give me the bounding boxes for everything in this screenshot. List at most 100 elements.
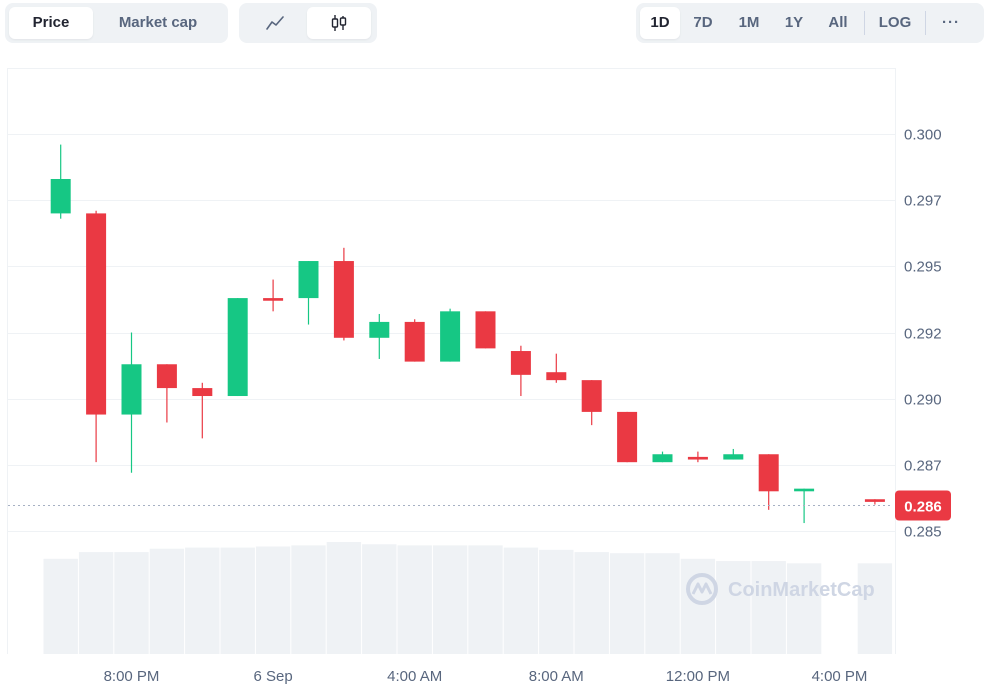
candlestick-icon [331,15,347,31]
y-tick-label: 0.297 [904,193,942,210]
log-scale-button[interactable]: LOG [878,14,912,31]
candle-body [121,364,142,415]
candle-down[interactable] [86,210,107,463]
current-price-label: 0.286 [904,499,942,516]
volume-bar [78,552,114,654]
volume-bar [291,545,326,654]
candle-body [581,380,602,412]
volume-bar [503,547,539,654]
range-1y[interactable]: 1Y [784,14,804,31]
candle-up[interactable] [227,298,248,397]
candle-down[interactable] [864,499,885,505]
candlestick-button[interactable] [307,7,371,39]
volume-bar [149,548,185,654]
x-tick-label: 4:00 PM [812,668,868,685]
candle-down[interactable] [475,311,496,349]
candle-up[interactable] [121,332,142,473]
volume-bar [751,561,786,654]
candle-body [86,213,107,415]
x-tick-label: 8:00 PM [104,668,160,685]
candle-body [298,261,319,299]
candle-body [404,321,425,362]
volume-bar [362,544,397,654]
volume-bar [220,547,255,654]
candle-up[interactable] [440,308,461,362]
volume-bar [680,558,716,654]
volume-bar [645,553,680,654]
candle-body [440,311,461,362]
x-tick-label: 8:00 AM [529,668,584,685]
candle-down[interactable] [510,345,531,397]
volume-bar [609,553,645,654]
candle-body [510,351,531,375]
candle-body [546,372,567,381]
y-tick-label: 0.285 [904,524,942,541]
range-all[interactable]: All [828,14,848,31]
range-1d[interactable]: 1D [640,7,680,39]
volume-bar [716,561,751,654]
volume-bar [185,547,220,654]
candle-up[interactable] [369,313,390,359]
volume-bar [539,549,574,654]
volume-bar [255,546,291,654]
tab-price[interactable]: Price [9,7,93,39]
candle-body [617,411,638,463]
candle-body [687,456,708,460]
metric-toggle: Price Market cap [5,3,228,43]
coinmarketcap-logo-icon [686,573,718,605]
y-tick-label: 0.292 [904,326,942,343]
volume-bar [114,552,149,654]
candle-down[interactable] [758,454,779,510]
volume-bar [786,563,822,654]
line-chart-button[interactable] [243,7,307,39]
candle-down[interactable] [263,279,284,312]
candle-body [263,298,284,301]
candle-body [227,298,248,397]
candle-body [475,311,496,349]
candle-body [369,321,390,338]
volume-bar [43,558,78,654]
y-tick-label: 0.295 [904,259,942,276]
current-price-badge [895,490,951,521]
candle-down[interactable] [581,380,602,426]
more-options-button[interactable]: ··· [942,14,960,31]
x-tick-label: 4:00 AM [387,668,442,685]
candle-down[interactable] [404,319,425,362]
x-tick-label: 12:00 PM [666,668,730,685]
volume-bar [397,545,432,654]
candle-up[interactable] [298,261,319,325]
range-7d[interactable]: 7D [693,14,713,31]
candle-body [794,488,815,492]
candle-body [50,178,71,214]
volume-bar [468,545,503,654]
candle-down[interactable] [687,451,708,463]
candle-body [864,499,885,502]
candle-body [652,454,673,463]
chart-type-toggle [239,3,377,43]
candle-up[interactable] [652,451,673,463]
candle-down[interactable] [546,353,567,383]
x-tick-label: 6 Sep [253,668,292,685]
candle-down[interactable] [333,247,354,341]
candle-down[interactable] [192,382,213,439]
range-divider [864,11,865,35]
y-tick-label: 0.287 [904,458,942,475]
range-selector: 1D 7D 1M 1Y All LOG ··· [636,3,984,43]
volume-bar [574,552,609,654]
candle-body [192,388,213,397]
range-divider [925,11,926,35]
y-tick-label: 0.290 [904,392,942,409]
candle-down[interactable] [617,411,638,463]
tab-market-cap[interactable]: Market cap [118,14,198,31]
candle-body [758,454,779,492]
candle-up[interactable] [723,448,744,460]
y-tick-label: 0.300 [904,127,942,144]
candle-body [156,364,177,389]
candle-body [723,454,744,460]
volume-bar [857,563,893,654]
line-chart-icon [266,16,284,30]
candle-up[interactable] [50,144,71,219]
candle-down[interactable] [156,364,177,423]
range-1m[interactable]: 1M [738,14,760,31]
